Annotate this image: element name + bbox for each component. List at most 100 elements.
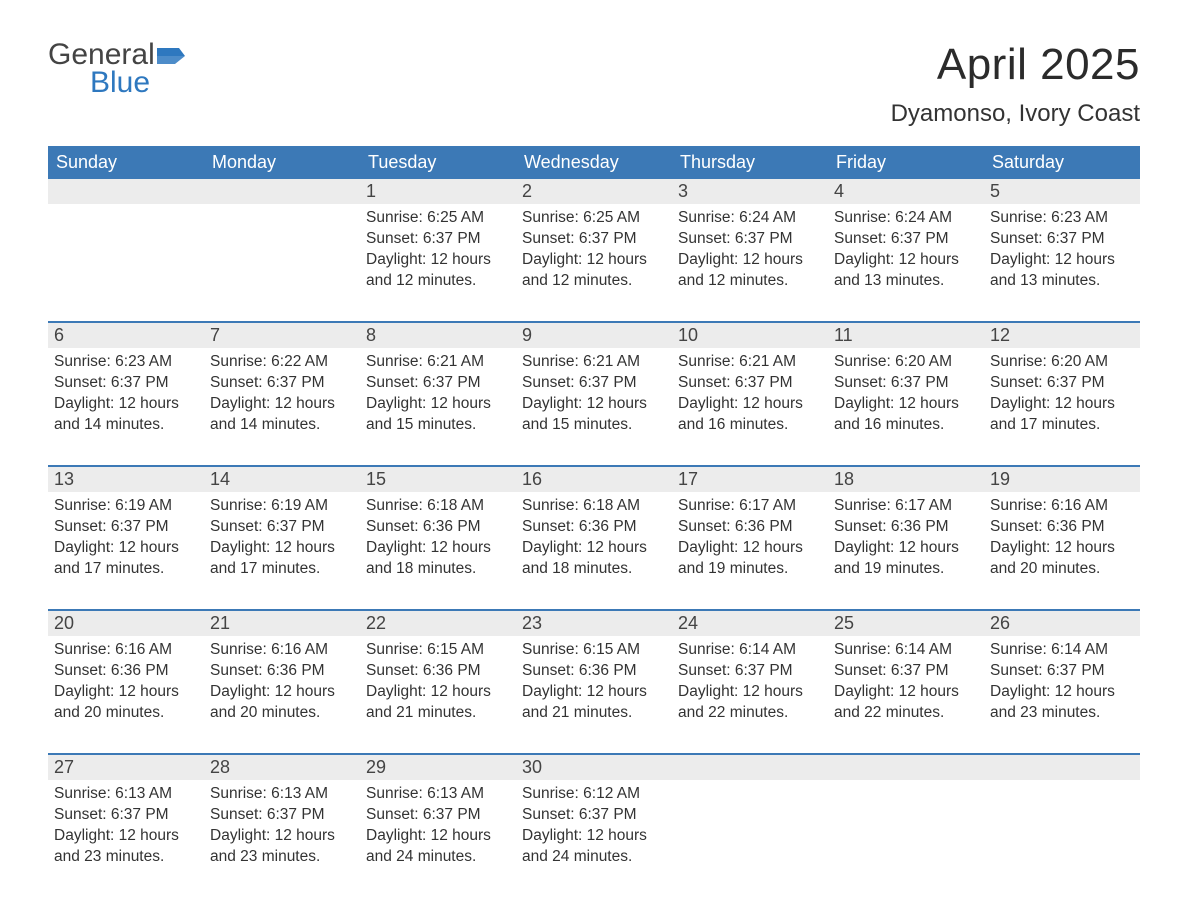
day-detail-cell: Sunrise: 6:16 AMSunset: 6:36 PMDaylight:… xyxy=(48,636,204,754)
sunrise-text: Sunrise: 6:18 AM xyxy=(366,496,510,517)
day-detail-cell: Sunrise: 6:13 AMSunset: 6:37 PMDaylight:… xyxy=(360,780,516,898)
day-number-row: 27282930 xyxy=(48,755,1140,780)
day-number-cell: 22 xyxy=(360,611,516,636)
daylight-text: Daylight: 12 hours and 23 minutes. xyxy=(54,826,198,868)
daylight-text: Daylight: 12 hours and 18 minutes. xyxy=(522,538,666,580)
day-number-row: 13141516171819 xyxy=(48,467,1140,492)
day-detail-cell xyxy=(984,780,1140,898)
day-number-cell: 19 xyxy=(984,467,1140,492)
sunset-text: Sunset: 6:37 PM xyxy=(210,805,354,826)
sunrise-text: Sunrise: 6:21 AM xyxy=(678,352,822,373)
day-number-cell: 5 xyxy=(984,179,1140,204)
day-detail-cell: Sunrise: 6:16 AMSunset: 6:36 PMDaylight:… xyxy=(204,636,360,754)
day-detail-row: Sunrise: 6:16 AM Sunset: 6:36 PM Daylight:… xyxy=(48,636,1140,754)
day-number-cell: 6 xyxy=(48,323,204,348)
daylight-text: Daylight: 12 hours and 17 minutes. xyxy=(210,538,354,580)
day-detail-row: Sunrise: 6:19 AMSunset: 6:37 PMDaylight:… xyxy=(48,492,1140,610)
daylight-text: Daylight: 12 hours and 13 minutes. xyxy=(990,250,1134,292)
day-detail-cell: Sunrise: 6:24 AMSunset: 6:37 PMDaylight:… xyxy=(672,204,828,322)
day-detail-cell: Sunrise: 6:21 AMSunset: 6:37 PMDaylight:… xyxy=(672,348,828,466)
sunrise-text: Sunrise: 6:12 AM xyxy=(522,784,666,805)
day-header: Thursday xyxy=(672,146,828,179)
day-number-cell: 24 xyxy=(672,611,828,636)
sunrise-text: Sunrise: 6:16 AM xyxy=(990,496,1134,517)
daylight-text: Daylight: 12 hours and 15 minutes. xyxy=(366,394,510,436)
day-detail-cell: Sunrise: 6:23 AMSunset: 6:37 PMDaylight:… xyxy=(48,348,204,466)
sunrise-text: Sunrise: 6:25 AM xyxy=(366,208,510,229)
sunrise-text: Sunrise: 6:24 AM xyxy=(834,208,978,229)
daylight-text: Daylight: 12 hours and 14 minutes. xyxy=(54,394,198,436)
day-header: Wednesday xyxy=(516,146,672,179)
day-number-cell: 7 xyxy=(204,323,360,348)
sunset-text: Sunset: 6:37 PM xyxy=(366,229,510,250)
day-detail-cell: Sunrise: 6:17 AMSunset: 6:36 PMDaylight:… xyxy=(672,492,828,610)
day-number-cell xyxy=(672,755,828,780)
day-detail-cell xyxy=(828,780,984,898)
day-header: Saturday xyxy=(984,146,1140,179)
day-number-row: 20212223242526 xyxy=(48,611,1140,636)
day-header: Sunday xyxy=(48,146,204,179)
sunrise-text: Sunrise: 6:19 AM xyxy=(54,496,198,517)
calendar-table: Sunday Monday Tuesday Wednesday Thursday… xyxy=(48,146,1140,898)
day-detail-cell: Sunrise: 6:13 AMSunset: 6:37 PMDaylight:… xyxy=(48,780,204,898)
logo: General Blue xyxy=(48,40,185,100)
day-number-cell: 27 xyxy=(48,755,204,780)
day-detail-cell: Sunrise: 6:21 AMSunset: 6:37 PMDaylight:… xyxy=(360,348,516,466)
daylight-text: Daylight: 12 hours and 17 minutes. xyxy=(54,538,198,580)
day-detail-cell: Sunrise: 6:18 AMSunset: 6:36 PMDaylight:… xyxy=(516,492,672,610)
day-detail-cell: Sunrise: 6:14 AMSunset: 6:37 PMDaylight:… xyxy=(984,636,1140,754)
daylight-text: Daylight: 12 hours and 22 minutes. xyxy=(678,682,822,724)
day-detail-cell: Sunrise: 6:25 AMSunset: 6:37 PMDaylight:… xyxy=(360,204,516,322)
day-number-cell: 30 xyxy=(516,755,672,780)
day-number-cell: 16 xyxy=(516,467,672,492)
day-number-cell: 12 xyxy=(984,323,1140,348)
day-detail-cell: Sunrise: 6:15 AMSunset: 6:36 PMDaylight:… xyxy=(516,636,672,754)
sunrise-text: Sunrise: 6:18 AM xyxy=(522,496,666,517)
day-detail-cell: Sunrise: 6:23 AMSunset: 6:37 PMDaylight:… xyxy=(984,204,1140,322)
sunrise-text: Sunrise: 6:23 AM xyxy=(54,352,198,373)
day-detail-cell: Sunrise: 6:21 AMSunset: 6:37 PMDaylight:… xyxy=(516,348,672,466)
daylight-text: Daylight: 12 hours and 13 minutes. xyxy=(834,250,978,292)
day-number-cell: 21 xyxy=(204,611,360,636)
title-block: April 2025 Dyamonso, Ivory Coast xyxy=(891,40,1140,128)
sunset-text: Sunset: 6:37 PM xyxy=(366,805,510,826)
day-header: Monday xyxy=(204,146,360,179)
day-detail-cell xyxy=(204,204,360,322)
sunrise-text: Sunrise: 6:14 AM xyxy=(678,640,822,661)
day-number-cell xyxy=(48,179,204,204)
day-number-cell: 1 xyxy=(360,179,516,204)
sunset-text: Sunset: 6:37 PM xyxy=(366,373,510,394)
sunset-text: Sunset: 6:37 PM xyxy=(678,373,822,394)
sunrise-text: Sunrise: 6:21 AM xyxy=(522,352,666,373)
daylight-text: Daylight: 12 hours and 20 minutes. xyxy=(54,682,198,724)
day-number-cell xyxy=(984,755,1140,780)
sunset-text: Sunset: 6:36 PM xyxy=(210,661,354,682)
day-number-cell: 23 xyxy=(516,611,672,636)
day-detail-cell: Sunrise: 6:18 AMSunset: 6:36 PMDaylight:… xyxy=(360,492,516,610)
sunrise-text: Sunrise: 6:17 AM xyxy=(678,496,822,517)
day-number-cell: 8 xyxy=(360,323,516,348)
day-number-cell: 14 xyxy=(204,467,360,492)
day-number-cell: 4 xyxy=(828,179,984,204)
day-detail-row: Sunrise: 6:25 AMSunset: 6:37 PMDaylight:… xyxy=(48,204,1140,322)
sunrise-text: Sunrise: 6:22 AM xyxy=(210,352,354,373)
day-number-cell: 10 xyxy=(672,323,828,348)
daylight-text: Daylight: 12 hours and 19 minutes. xyxy=(678,538,822,580)
sunset-text: Sunset: 6:37 PM xyxy=(54,373,198,394)
daylight-text: Daylight: 12 hours and 23 minutes. xyxy=(990,682,1134,724)
day-detail-cell: Sunrise: 6:15 AMSunset: 6:36 PMDaylight:… xyxy=(360,636,516,754)
logo-word-blue: Blue xyxy=(90,66,150,100)
sunrise-text: Sunrise: 6:14 AM xyxy=(834,640,978,661)
daylight-text: Daylight: 12 hours and 20 minutes. xyxy=(990,538,1134,580)
day-number-cell: 9 xyxy=(516,323,672,348)
sunrise-text: Sunrise: 6:24 AM xyxy=(678,208,822,229)
sunset-text: Sunset: 6:37 PM xyxy=(522,229,666,250)
sunrise-text: Sunrise: 6:23 AM xyxy=(990,208,1134,229)
day-detail-cell: Sunrise: 6:14 AMSunset: 6:37 PMDaylight:… xyxy=(828,636,984,754)
day-detail-cell: Sunrise: 6:14 AMSunset: 6:37 PMDaylight:… xyxy=(672,636,828,754)
sunrise-text: Sunrise: 6:21 AM xyxy=(366,352,510,373)
day-detail-cell: Sunrise: 6:13 AMSunset: 6:37 PMDaylight:… xyxy=(204,780,360,898)
day-detail-cell: Sunrise: 6:24 AMSunset: 6:37 PMDaylight:… xyxy=(828,204,984,322)
day-detail-cell: Sunrise: 6:12 AMSunset: 6:37 PMDaylight:… xyxy=(516,780,672,898)
sunrise-text: Sunrise: 6:16 AM xyxy=(54,640,198,661)
